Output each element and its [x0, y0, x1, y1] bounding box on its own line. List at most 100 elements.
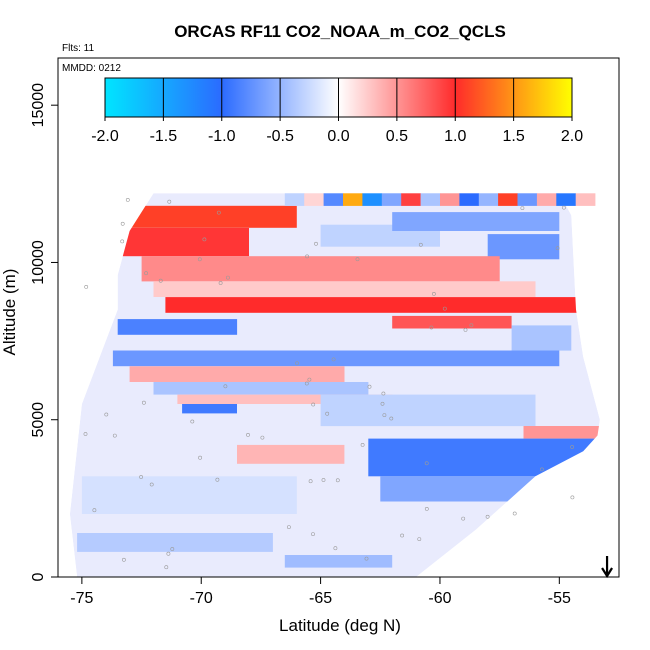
heatmap-cell [177, 394, 393, 404]
sample-point [170, 547, 175, 551]
heatmap-cell [237, 444, 345, 464]
sample-point [308, 479, 313, 484]
sample-point [215, 477, 220, 482]
x-tick-label: -75 [70, 590, 93, 607]
heatmap-cell [498, 193, 518, 206]
sample-point [311, 402, 316, 407]
heatmap-cell [141, 256, 500, 282]
heatmap-cell [478, 193, 499, 206]
sample-point [469, 323, 474, 328]
sample-point [485, 514, 490, 519]
sample-point [304, 381, 309, 386]
heatmap-cell [320, 394, 536, 427]
heatmap-cell [117, 319, 238, 335]
sample-point [225, 275, 230, 280]
sample-point [198, 455, 203, 460]
heatmap-cell [304, 193, 324, 206]
heatmap-cell [165, 297, 579, 313]
sample-point [158, 278, 163, 283]
sample-point [424, 506, 429, 511]
sample-point [144, 271, 149, 276]
sample-point [540, 467, 544, 472]
x-tick-label: -60 [428, 590, 451, 607]
heatmap-cell [77, 533, 273, 552]
date-label: MMDD: 0212 [62, 63, 121, 74]
coverage-area [69, 193, 600, 577]
colorbar-tick-label: 1.0 [444, 128, 466, 145]
y-axis: 0 5000 10000 15000 [30, 83, 58, 581]
sample-point [122, 557, 126, 562]
heatmap-cell [182, 404, 237, 414]
sample-point [429, 325, 434, 330]
sample-point [139, 475, 144, 479]
sample-point [461, 516, 466, 521]
heatmap-cell [81, 476, 297, 514]
colorbar-tick-label: 0.5 [386, 128, 408, 145]
sample-point [314, 241, 318, 246]
sample-point [305, 254, 310, 259]
sample-point [335, 478, 340, 483]
x-tick-label: -65 [309, 590, 332, 607]
heatmap-cell [575, 193, 596, 206]
sample-point [400, 533, 405, 538]
sample-point [190, 419, 195, 424]
sample-point [112, 433, 117, 438]
heatmap-cell [556, 193, 576, 206]
heatmap-cell [117, 227, 249, 257]
plot-frame [57, 57, 620, 578]
heatmap-cell [536, 193, 557, 206]
sample-point [84, 284, 89, 289]
sample-point [418, 242, 423, 247]
heatmap-cell [523, 426, 600, 439]
sample-point [223, 384, 228, 389]
sample-point [442, 306, 447, 311]
sample-point [141, 400, 146, 405]
sample-point [380, 401, 385, 406]
sample-point [431, 291, 436, 296]
flights-label: Flts: 11 [62, 43, 94, 54]
sample-point [382, 413, 387, 418]
sample-point [331, 357, 336, 362]
sample-point [164, 565, 169, 570]
sample-points [83, 197, 575, 570]
sample-point [149, 482, 154, 487]
colorbar-tick-label: 0.0 [327, 128, 349, 145]
arrow-head [601, 567, 613, 579]
sample-point [321, 478, 326, 482]
colorbar-tick-label: -1.0 [208, 128, 236, 145]
heatmap-cell [129, 366, 345, 382]
sample-point [307, 377, 312, 382]
sample-point [424, 461, 429, 466]
sample-point [520, 206, 525, 211]
sample-point [120, 239, 125, 244]
x-axis: -75 -70 -65 -60 -55 [70, 577, 571, 607]
sample-point [381, 391, 386, 396]
colorbar-tick-label: -2.0 [91, 128, 119, 145]
y-tick-label: 0 [30, 572, 47, 581]
sample-point [166, 551, 171, 556]
chart-title: ORCAS RF11 CO2_NOAA_m_CO2_QCLS [174, 22, 506, 41]
sample-point [389, 416, 394, 421]
sample-point [333, 546, 338, 551]
sample-point [311, 532, 315, 537]
heatmap-cell [401, 193, 421, 206]
heatmap-cell [112, 350, 560, 367]
sample-point [167, 199, 172, 204]
sample-point [570, 445, 575, 449]
heatmap-cell [362, 193, 383, 206]
sample-point [246, 432, 250, 437]
down-arrow-icon [601, 556, 613, 579]
heatmap-cell [381, 193, 402, 206]
y-axis-label: Altitude (m) [0, 269, 19, 356]
sample-point [286, 525, 291, 530]
colorbar-tick-label: 2.0 [561, 128, 583, 145]
colorbar-tick-label: -0.5 [266, 128, 294, 145]
sample-point [83, 432, 88, 436]
heatmap-layer [69, 193, 600, 577]
sample-point [216, 210, 221, 215]
heatmap-cell [440, 193, 460, 206]
sample-point [202, 237, 207, 242]
sample-point [355, 257, 360, 262]
heatmap-cell [153, 382, 369, 395]
